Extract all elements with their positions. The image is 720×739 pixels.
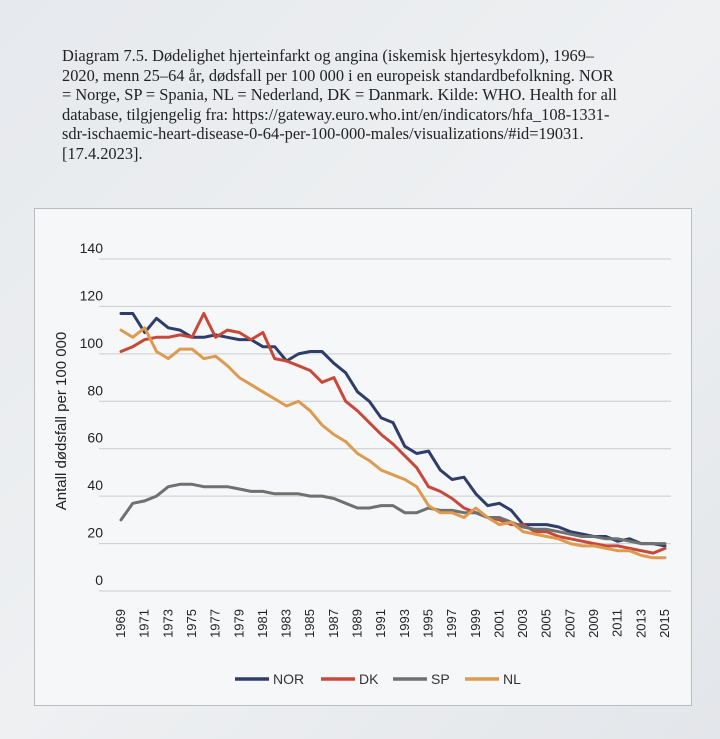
- x-tick-label: 1999: [468, 609, 483, 638]
- y-tick-label: 140: [80, 240, 104, 256]
- legend-label: NOR: [273, 671, 304, 687]
- x-tick-label: 1993: [397, 609, 412, 638]
- x-tick-label: 1977: [208, 609, 223, 638]
- legend-item-sp: SP: [393, 671, 450, 687]
- legend-item-dk: DK: [321, 671, 379, 687]
- x-tick-label: 2005: [539, 609, 554, 638]
- y-tick-label: 60: [87, 430, 103, 446]
- legend-item-nor: NOR: [235, 671, 304, 687]
- x-tick-label: 1971: [137, 609, 152, 638]
- y-tick-labels: 0 20 40 60 80 100 120 140: [80, 240, 104, 588]
- legend: NOR DK SP NL: [235, 671, 521, 687]
- chart-frame: 0 20 40 60 80 100 120 140 1969 1971 1973 1975 1977 1…: [34, 208, 692, 706]
- y-tick-label: 80: [87, 382, 103, 398]
- caption-line: sdr-ischaemic-heart-disease-0-64-per-100…: [62, 124, 584, 143]
- x-tick-labels: 1969 1971 1973 1975 1977 1979 1981 1983 1985 1987…: [113, 609, 672, 638]
- x-tick-label: 1989: [350, 609, 365, 638]
- x-tick-label: 1975: [184, 609, 199, 638]
- legend-label: NL: [503, 671, 521, 687]
- caption-line: = Norge, SP = Spania, NL = Nederland, DK…: [62, 85, 617, 104]
- series-line-sp: [119, 482, 667, 546]
- y-tick-label: 120: [80, 287, 104, 303]
- series-line-nor: [119, 312, 667, 548]
- legend-label: DK: [359, 671, 379, 687]
- y-axis-label: Antall dødsfall per 100 000: [53, 332, 70, 510]
- series-line-dk: [119, 312, 667, 555]
- caption-line: 2020, menn 25–64 år, dødsfall per 100 00…: [62, 65, 614, 85]
- x-tick-label: 2015: [657, 609, 672, 638]
- series-lines: [119, 312, 667, 560]
- legend-item-nl: NL: [465, 671, 521, 687]
- y-tick-label: 0: [95, 572, 103, 588]
- gridlines: [99, 258, 671, 592]
- caption-line: [17.4.2023].: [62, 143, 143, 163]
- x-tick-label: 2013: [633, 609, 648, 638]
- figure-caption: Diagram 7.5. Dødelighet hjerteinfarkt og…: [62, 46, 682, 163]
- caption-line: Diagram 7.5. Dødelighet hjerteinfarkt og…: [62, 46, 595, 65]
- x-tick-label: 1997: [444, 609, 459, 638]
- x-tick-label: 2001: [491, 609, 506, 638]
- x-tick-label: 1969: [113, 609, 128, 638]
- x-tick-label: 1985: [302, 609, 317, 638]
- x-tick-label: 2003: [515, 609, 530, 638]
- y-tick-label: 100: [80, 335, 104, 351]
- y-tick-label: 20: [87, 525, 103, 541]
- x-tick-label: 2009: [586, 609, 601, 638]
- x-tick-label: 2011: [610, 609, 625, 637]
- legend-label: SP: [431, 671, 450, 687]
- x-tick-label: 1991: [373, 609, 388, 638]
- x-tick-label: 1983: [279, 609, 294, 638]
- x-tick-label: 1981: [255, 609, 270, 638]
- series-line-nl: [119, 326, 667, 560]
- caption-line: database, tilgjengelig fra: https://gate…: [62, 104, 610, 124]
- x-tick-label: 1995: [420, 609, 435, 638]
- x-tick-label: 2007: [562, 609, 577, 638]
- x-tick-label: 1987: [326, 609, 341, 638]
- x-tick-label: 1979: [231, 609, 246, 638]
- y-tick-label: 40: [87, 477, 103, 493]
- x-tick-label: 1973: [160, 609, 175, 638]
